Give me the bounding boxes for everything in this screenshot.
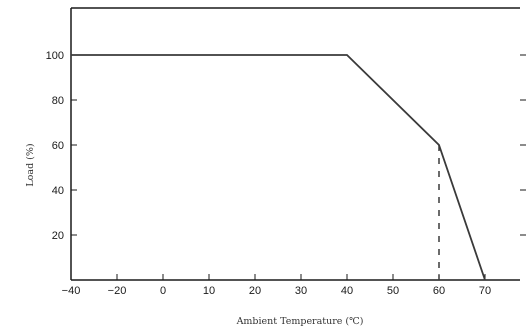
- x-tick-label: −40: [62, 285, 81, 297]
- x-axis-ticks: −40 −20 0 10 20 30 40 50 60 70: [62, 274, 491, 297]
- x-axis-title: Ambient Temperature (℃): [236, 316, 364, 327]
- x-tick-label: 10: [203, 285, 215, 297]
- x-tick-label: 60: [433, 285, 445, 297]
- x-tick-label: 30: [295, 285, 307, 297]
- series-group: [70, 54, 486, 281]
- y-axis-title: Load (%): [25, 143, 36, 186]
- x-tick-label: 0: [160, 285, 166, 297]
- x-tick-label: 20: [249, 285, 261, 297]
- y-tick-label: 40: [52, 185, 64, 197]
- y-tick-label: 100: [46, 50, 64, 62]
- x-tick-label: 50: [387, 285, 399, 297]
- x-tick-label: 40: [341, 285, 353, 297]
- x-tick-label: 70: [479, 285, 491, 297]
- y-tick-label: 60: [52, 140, 64, 152]
- y-tick-label: 20: [52, 230, 64, 242]
- y-axis-ticks: 20 40 60 80 100: [46, 50, 77, 242]
- plot-frame: [70, 7, 526, 281]
- y-tick-label: 80: [52, 95, 64, 107]
- derating-curve-line: [71, 54, 486, 281]
- x-tick-label: −20: [108, 285, 127, 297]
